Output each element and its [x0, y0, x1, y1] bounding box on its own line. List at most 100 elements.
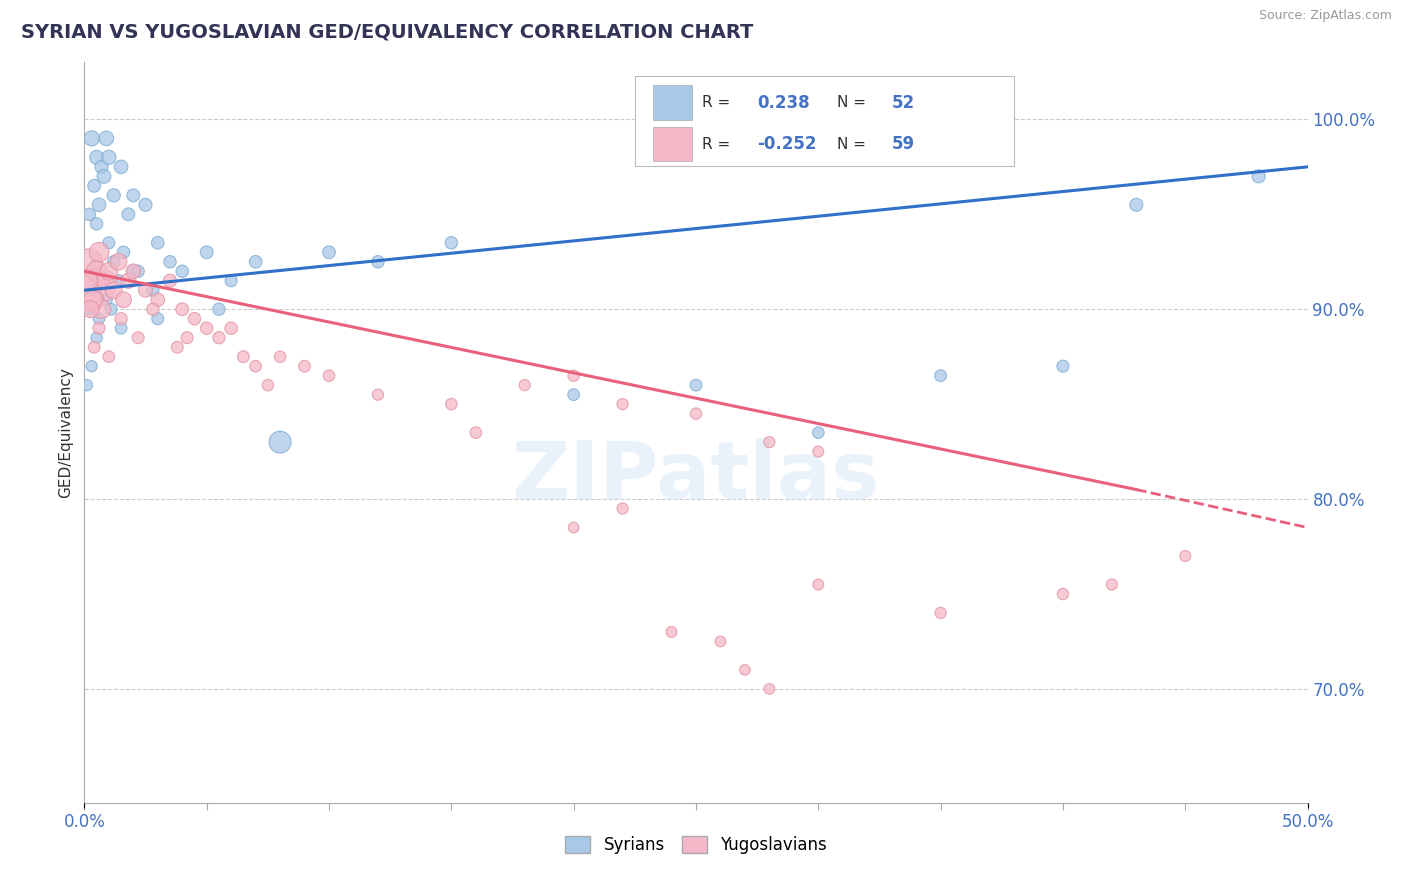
- Point: [86, 264, 108, 278]
- Point: [127, 331, 149, 345]
- Point: [562, 368, 585, 383]
- Point: [100, 302, 122, 317]
- Point: [440, 397, 463, 411]
- Point: [112, 245, 135, 260]
- Text: -0.252: -0.252: [758, 136, 817, 153]
- Point: [172, 302, 194, 317]
- Point: [97, 235, 120, 250]
- Point: [90, 274, 112, 288]
- Point: [110, 311, 132, 326]
- Point: [135, 283, 157, 297]
- Point: [245, 254, 267, 268]
- Point: [80, 293, 103, 307]
- Point: [86, 331, 108, 345]
- Point: [77, 207, 100, 221]
- Point: [1174, 549, 1197, 563]
- Point: [142, 283, 165, 297]
- Text: R =: R =: [702, 95, 735, 111]
- Point: [90, 160, 112, 174]
- Point: [135, 198, 157, 212]
- Point: [562, 520, 585, 534]
- Point: [269, 435, 291, 450]
- Point: [96, 293, 118, 307]
- Point: [294, 359, 316, 374]
- Point: [1247, 169, 1270, 184]
- Point: [80, 359, 103, 374]
- Point: [77, 302, 100, 317]
- Point: [440, 235, 463, 250]
- Point: [87, 198, 110, 212]
- Point: [709, 634, 731, 648]
- Point: [367, 387, 389, 401]
- Point: [183, 311, 205, 326]
- Point: [83, 274, 105, 288]
- Point: [734, 663, 756, 677]
- Point: [83, 283, 105, 297]
- Point: [93, 283, 115, 297]
- Point: [807, 444, 830, 458]
- Point: [219, 274, 242, 288]
- Point: [122, 264, 145, 278]
- Point: [77, 254, 100, 268]
- Point: [146, 235, 169, 250]
- Point: [112, 293, 135, 307]
- Point: [87, 321, 110, 335]
- Point: [97, 150, 120, 164]
- Point: [513, 378, 536, 392]
- Point: [97, 350, 120, 364]
- Text: Source: ZipAtlas.com: Source: ZipAtlas.com: [1258, 9, 1392, 22]
- Point: [103, 254, 125, 268]
- Point: [232, 350, 254, 364]
- Point: [83, 178, 105, 193]
- Point: [117, 274, 139, 288]
- Point: [1052, 587, 1074, 601]
- Text: 0.238: 0.238: [758, 94, 810, 112]
- Point: [110, 160, 132, 174]
- Text: SYRIAN VS YUGOSLAVIAN GED/EQUIVALENCY CORRELATION CHART: SYRIAN VS YUGOSLAVIAN GED/EQUIVALENCY CO…: [21, 22, 754, 41]
- Point: [1125, 198, 1147, 212]
- Point: [76, 378, 98, 392]
- Text: R =: R =: [702, 136, 735, 152]
- Point: [107, 254, 129, 268]
- Point: [195, 245, 218, 260]
- Point: [159, 254, 181, 268]
- Point: [122, 188, 145, 202]
- Point: [77, 274, 100, 288]
- Point: [122, 264, 145, 278]
- Point: [1052, 359, 1074, 374]
- Point: [562, 387, 585, 401]
- Point: [103, 283, 125, 297]
- FancyBboxPatch shape: [636, 76, 1014, 166]
- Point: [146, 293, 169, 307]
- Point: [90, 302, 112, 317]
- Point: [87, 311, 110, 326]
- Point: [142, 302, 165, 317]
- Point: [685, 407, 707, 421]
- Point: [807, 425, 830, 440]
- Point: [96, 274, 118, 288]
- Point: [146, 311, 169, 326]
- Y-axis label: GED/Equivalency: GED/Equivalency: [58, 368, 73, 498]
- Point: [612, 501, 634, 516]
- Point: [807, 577, 830, 591]
- Point: [103, 188, 125, 202]
- Point: [79, 302, 101, 317]
- Point: [97, 264, 120, 278]
- Text: 59: 59: [891, 136, 915, 153]
- Point: [929, 606, 952, 620]
- Point: [87, 245, 110, 260]
- Point: [107, 274, 129, 288]
- Point: [80, 131, 103, 145]
- Point: [82, 293, 104, 307]
- Text: N =: N =: [837, 95, 870, 111]
- Point: [318, 245, 340, 260]
- Point: [96, 131, 118, 145]
- Point: [208, 302, 231, 317]
- FancyBboxPatch shape: [654, 127, 692, 161]
- Point: [464, 425, 486, 440]
- Point: [612, 397, 634, 411]
- Point: [110, 321, 132, 335]
- Point: [83, 340, 105, 354]
- Legend: Syrians, Yugoslavians: Syrians, Yugoslavians: [558, 830, 834, 861]
- Point: [245, 359, 267, 374]
